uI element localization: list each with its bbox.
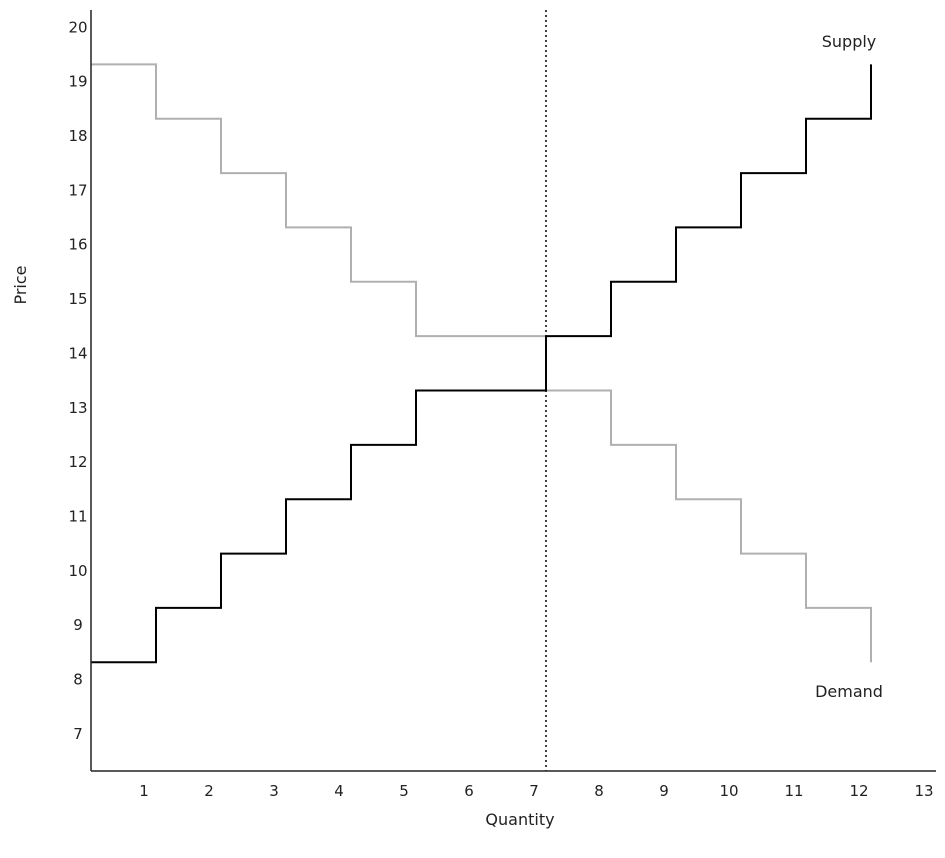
y-axis-title: Price bbox=[11, 265, 30, 304]
x-tick-label: 2 bbox=[204, 782, 214, 800]
x-tick-labels: 1 2 3 4 5 6 7 8 9 10 11 12 13 bbox=[139, 782, 933, 800]
x-tick-label: 13 bbox=[914, 782, 933, 800]
y-tick-label: 7 bbox=[73, 725, 83, 743]
y-tick-label: 17 bbox=[68, 181, 87, 199]
x-axis-title: Quantity bbox=[485, 810, 554, 829]
x-tick-label: 4 bbox=[334, 782, 344, 800]
demand-label: Demand bbox=[815, 682, 883, 701]
y-tick-label: 9 bbox=[73, 616, 83, 634]
y-tick-label: 19 bbox=[68, 73, 87, 91]
supply-step-line bbox=[91, 64, 872, 664]
y-tick-labels: 7 8 9 10 11 12 13 14 15 16 17 18 19 20 bbox=[68, 18, 87, 743]
y-tick-label: 12 bbox=[68, 453, 87, 471]
x-tick-label: 10 bbox=[719, 782, 738, 800]
y-tick-label: 8 bbox=[73, 671, 83, 689]
y-tick-label: 20 bbox=[68, 18, 87, 36]
x-tick-label: 9 bbox=[659, 782, 669, 800]
y-tick-label: 14 bbox=[68, 344, 87, 362]
y-tick-label: 11 bbox=[68, 508, 87, 526]
x-tick-label: 8 bbox=[594, 782, 604, 800]
x-tick-label: 11 bbox=[784, 782, 803, 800]
x-tick-label: 12 bbox=[849, 782, 868, 800]
y-tick-label: 10 bbox=[68, 562, 87, 580]
x-tick-label: 6 bbox=[464, 782, 474, 800]
y-tick-label: 18 bbox=[68, 127, 87, 145]
y-tick-label: 13 bbox=[68, 399, 87, 417]
demand-step-line bbox=[91, 63, 872, 663]
x-tick-label: 3 bbox=[269, 782, 279, 800]
supply-label: Supply bbox=[822, 32, 877, 51]
y-tick-label: 15 bbox=[68, 290, 87, 308]
plot-area bbox=[91, 10, 872, 771]
y-tick-label: 16 bbox=[68, 236, 87, 254]
x-tick-label: 5 bbox=[399, 782, 409, 800]
x-tick-label: 7 bbox=[529, 782, 539, 800]
x-tick-label: 1 bbox=[139, 782, 149, 800]
